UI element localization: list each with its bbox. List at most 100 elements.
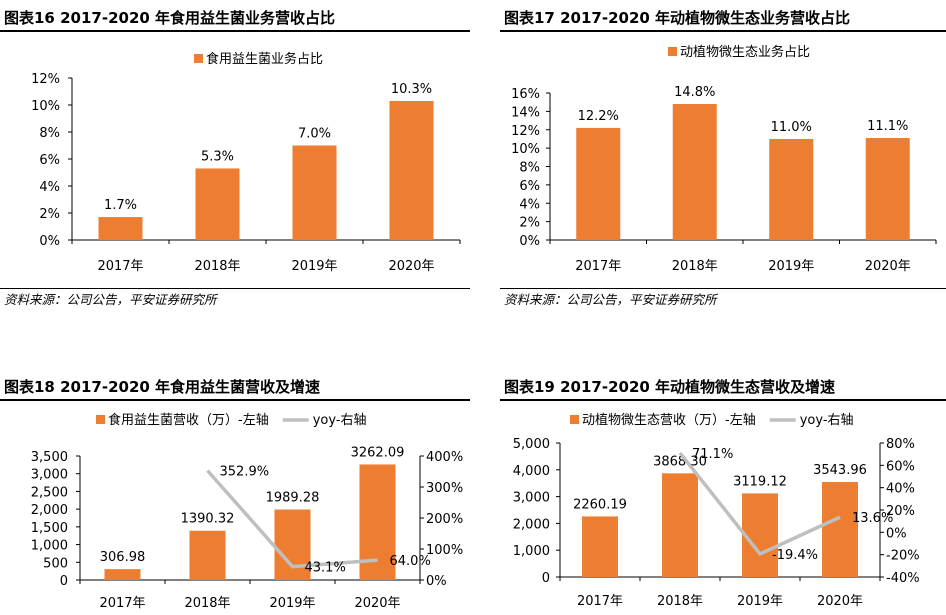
y-tick-label: 6% xyxy=(39,153,60,168)
y-tick-label-right: -20% xyxy=(886,549,920,564)
y-tick-label: 6% xyxy=(519,179,540,194)
legend-label: 动植物微生态业务占比 xyxy=(680,44,810,60)
x-tick-label: 2018年 xyxy=(672,259,718,274)
y-tick-label: 2,000 xyxy=(513,517,550,532)
source-note: 资料来源：公司公告，平安证券研究所 xyxy=(4,292,217,307)
data-label: 1390.32 xyxy=(181,512,235,527)
x-tick-label: 2019年 xyxy=(291,259,337,274)
y-tick-label-right: 80% xyxy=(886,437,915,452)
bar-chart: 0% 2% 4% 6% 8% 10% 12% 14% 16% 2017年 2018年 2019年 202… xyxy=(511,44,937,274)
x-tick-label: 2017年 xyxy=(575,259,621,274)
y-tick-label-right: 0% xyxy=(426,574,447,589)
legend-swatch xyxy=(194,54,203,63)
data-label: 3262.09 xyxy=(351,445,405,460)
legend-label: 食用益生菌营收（万）-左轴 xyxy=(108,412,269,428)
y-tick-label: 3,000 xyxy=(513,491,550,506)
bar xyxy=(769,138,814,240)
bar xyxy=(576,127,621,240)
combo-chart: 0 500 1,000 1,500 2,000 2,500 3,000 3,500 2017年 2… xyxy=(31,412,463,611)
x-tick-label: 2019年 xyxy=(768,259,814,274)
y-tick-label: 2% xyxy=(39,207,60,222)
y-tick-label: 0% xyxy=(39,234,60,249)
yoy-line xyxy=(206,469,378,569)
yoy-line xyxy=(678,451,841,557)
data-label: 3119.12 xyxy=(733,474,787,489)
y-tick-label: 0% xyxy=(519,234,540,249)
legend-label: 食用益生菌业务占比 xyxy=(206,51,323,67)
y-tick-label: 2,000 xyxy=(31,503,68,518)
y-tick-label: 500 xyxy=(43,556,68,571)
y-tick-label: 1,000 xyxy=(513,544,550,559)
y-tick-label: 10% xyxy=(511,142,540,157)
legend-label: yoy-右轴 xyxy=(313,413,367,428)
bar xyxy=(672,104,717,241)
x-tick-label: 2018年 xyxy=(194,259,240,274)
x-tick-label: 2020年 xyxy=(865,259,911,274)
legend-swatch xyxy=(570,415,579,424)
chart-title: 图表17 2017-2020 年动植物微生态业务营收占比 xyxy=(500,6,946,32)
y-tick-label: 10% xyxy=(31,99,60,114)
y-tick-label: 0 xyxy=(542,571,550,586)
line-data-label: 64.0% xyxy=(390,554,431,569)
legend-swatch xyxy=(96,415,105,424)
line-data-label: 71.1% xyxy=(692,447,733,462)
bar xyxy=(195,168,240,240)
legend-label: yoy-右轴 xyxy=(800,413,854,428)
line-data-label: 352.9% xyxy=(220,465,270,480)
line-data-label: 13.6% xyxy=(852,511,893,526)
x-tick-label: 2019年 xyxy=(737,594,783,609)
bar xyxy=(104,569,141,580)
bar xyxy=(292,145,337,240)
x-tick-label: 2020年 xyxy=(817,594,863,609)
y-tick-label: 8% xyxy=(39,126,60,141)
legend-swatch xyxy=(668,47,677,56)
y-tick-label-right: 200% xyxy=(426,512,463,527)
y-tick-label: 2% xyxy=(519,216,540,231)
legend-label: 动植物微生态营收（万）-左轴 xyxy=(582,413,756,428)
data-label: 5.3% xyxy=(201,149,234,164)
data-label: 2260.19 xyxy=(573,497,627,512)
data-label: 11.0% xyxy=(771,120,812,135)
x-tick-label: 2020年 xyxy=(354,596,400,611)
y-tick-label-right: -40% xyxy=(886,571,920,586)
bar xyxy=(822,482,858,577)
y-tick-label-right: 20% xyxy=(886,504,915,519)
line-data-label: 43.1% xyxy=(305,561,346,576)
y-tick-label-right: 100% xyxy=(426,543,463,558)
line-data-label: -19.4% xyxy=(772,548,818,563)
y-tick-label-right: 60% xyxy=(886,459,915,474)
chart-panel-17: 图表17 2017-2020 年动植物微生态业务营收占比 0% 2% 4% 6% 8% 1… xyxy=(500,6,946,307)
y-tick-label: 3,000 xyxy=(31,468,68,483)
y-tick-label: 0 xyxy=(60,574,68,589)
x-tick-label: 2017年 xyxy=(577,594,623,609)
bar-chart: 0% 2% 4% 6% 8% 10% 12% 2017年 2018年 2019年 2020年 1.7%… xyxy=(31,51,461,274)
chart-panel-18: 图表18 2017-2020 年食用益生菌营收及增速 0 500 1,000 1,50… xyxy=(0,375,470,613)
data-label: 11.1% xyxy=(867,119,908,134)
y-tick-label: 1,000 xyxy=(31,539,68,554)
y-tick-label: 4% xyxy=(519,197,540,212)
y-tick-label: 12% xyxy=(31,72,60,87)
data-label: 7.0% xyxy=(298,127,331,142)
x-tick-label: 2017年 xyxy=(99,596,145,611)
x-tick-label: 2019年 xyxy=(269,596,315,611)
y-tick-label: 8% xyxy=(519,161,540,176)
y-tick-label: 4,000 xyxy=(513,464,550,479)
y-tick-label: 12% xyxy=(511,124,540,139)
bar xyxy=(189,530,226,580)
divider xyxy=(0,288,470,289)
x-tick-label: 2020年 xyxy=(388,259,434,274)
data-label: 3543.96 xyxy=(813,463,867,478)
chart-title: 图表18 2017-2020 年食用益生菌营收及增速 xyxy=(0,375,470,401)
bar xyxy=(582,516,618,577)
x-tick-label: 2018年 xyxy=(657,594,703,609)
y-tick-label: 1,500 xyxy=(31,521,68,536)
bar xyxy=(389,100,434,240)
x-tick-label: 2018年 xyxy=(184,596,230,611)
data-label: 1989.28 xyxy=(266,491,320,506)
y-tick-label-right: 400% xyxy=(426,450,463,465)
data-label: 14.8% xyxy=(674,85,715,100)
data-label: 1.7% xyxy=(104,198,137,213)
x-tick-label: 2017年 xyxy=(97,259,143,274)
y-tick-label: 5,000 xyxy=(513,437,550,452)
chart-panel-19: 图表19 2017-2020 年动植物微生态营收及增速 0 1,000 2,000 3… xyxy=(500,375,946,613)
